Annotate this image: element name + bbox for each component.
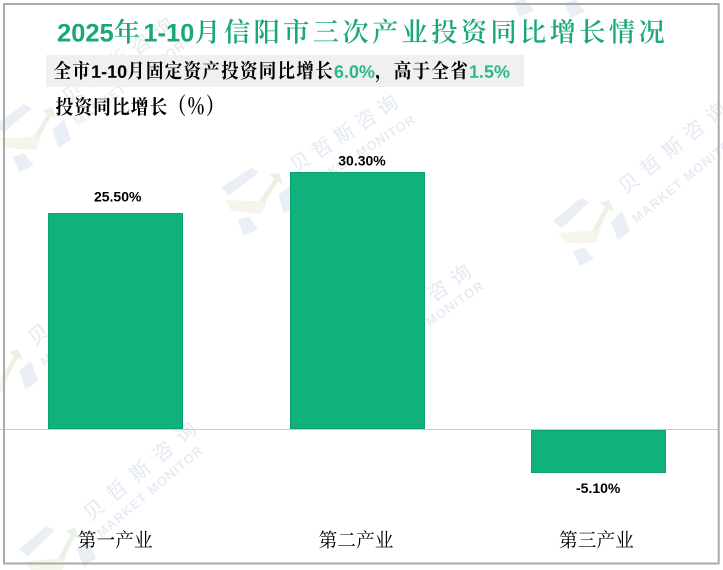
svg-text:-5.10%: -5.10% xyxy=(576,480,621,496)
svg-text:30.30%: 30.30% xyxy=(338,153,386,169)
svg-text:25.50%: 25.50% xyxy=(94,189,142,205)
